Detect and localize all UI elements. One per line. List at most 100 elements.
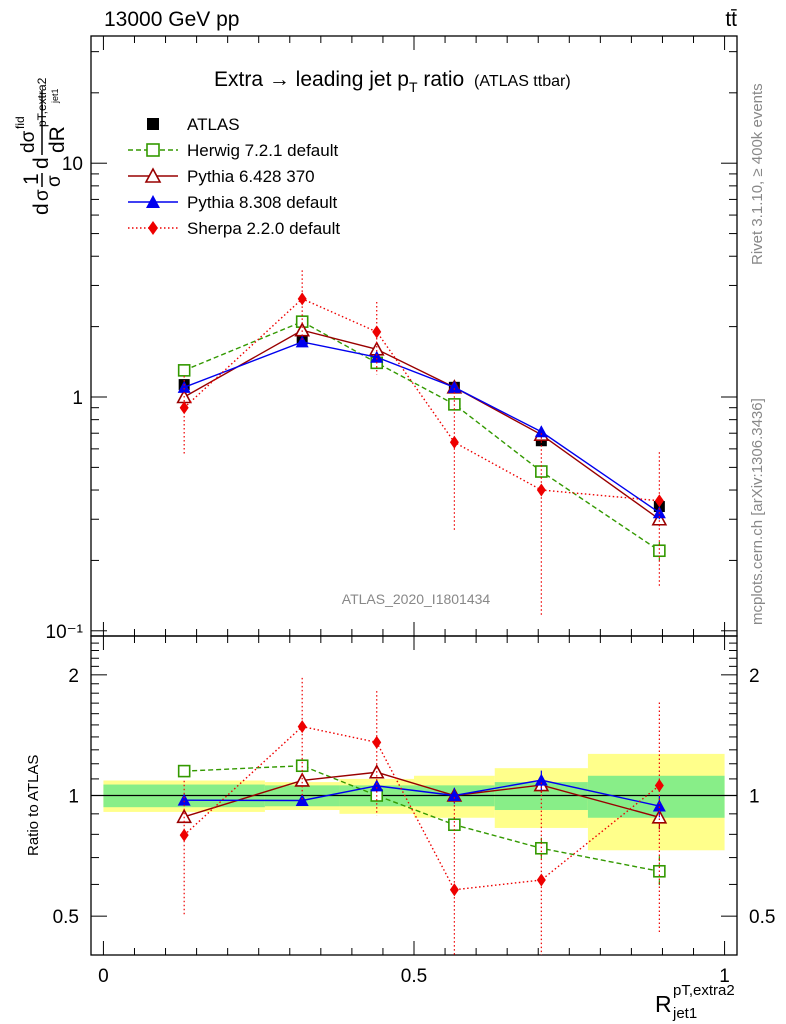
x-tick-label: 1 (719, 966, 730, 987)
data-point (177, 764, 191, 778)
svg-text:1: 1 (20, 173, 43, 185)
svg-text:d: d (30, 203, 53, 215)
data-point (177, 364, 191, 377)
data-point (177, 793, 191, 806)
data-point (297, 292, 307, 306)
y-axis-label-ratio: Ratio to ATLAS (25, 755, 42, 856)
legend-marker (147, 118, 159, 130)
legend-marker (146, 195, 160, 208)
x-axis-label-main: R (655, 991, 672, 1017)
data-point (179, 828, 189, 842)
legend-marker (144, 167, 162, 183)
plot-title: Extra → leading jet pT ratio (ATLAS ttba… (214, 68, 571, 95)
legend-label: Pythia 8.308 default (187, 193, 338, 212)
legend-marker (148, 221, 158, 235)
y-tick-label-right: 2 (749, 666, 760, 687)
y-tick-label: 1 (72, 388, 83, 409)
mcplots-label: mcplots.cern.ch [arXiv:1306.3436] (749, 398, 766, 625)
y-tick-label: 10 (62, 154, 83, 175)
svg-text:σ: σ (32, 189, 53, 201)
rivet-version-label: Rivet 3.1.10, ≥ 400k events (749, 83, 766, 265)
data-point (536, 483, 546, 497)
svg-text:fid: fid (13, 116, 27, 129)
y-tick-label: 0.5 (53, 907, 79, 928)
title-suffix: ratio (418, 68, 465, 91)
legend-marker (146, 143, 160, 157)
data-point (448, 818, 461, 832)
y-tick-label-right: 1 (749, 787, 760, 808)
legend-label: ATLAS (187, 115, 240, 134)
series-line (183, 297, 660, 502)
data-point (535, 465, 548, 478)
svg-text:Extra → leading jet pT ratio: Extra → leading jet pT ratio (ATLAS ttba… (214, 68, 571, 95)
data-point (447, 789, 461, 801)
series-line (183, 341, 660, 514)
title-note: (ATLAS ttbar) (474, 73, 571, 90)
data-point (179, 401, 189, 415)
y-tick-label: 2 (68, 666, 79, 687)
svg-text:dR: dR (46, 126, 69, 153)
y-axis-label-main: d σ 1 σ d dσ fid dR pT,extra2 jet1 (13, 77, 69, 215)
series-herwig-7-2-1-default (177, 315, 666, 561)
analysis-watermark: ATLAS_2020_I1801434 (342, 591, 491, 607)
header-collision-label: 13000 GeV pp (104, 8, 239, 31)
series-pythia-6-428-370 (176, 322, 668, 527)
data-point (447, 380, 461, 393)
header-process-label: tt̄ (725, 8, 737, 31)
data-point (536, 873, 546, 887)
series-pythia-8-308-default (177, 335, 666, 520)
svg-text:pT,extra2: pT,extra2 (35, 77, 49, 127)
svg-text:σ: σ (44, 175, 65, 187)
x-tick-label: 0 (98, 966, 109, 987)
data-point (176, 808, 193, 824)
data-point (372, 325, 382, 339)
series-line (184, 765, 660, 872)
data-point (654, 779, 664, 793)
legend-entry: Pythia 6.428 370 (128, 167, 315, 186)
series-pythia-8-308-default (177, 770, 666, 818)
x-axis-label: R pT,extra2 jet1 (655, 982, 735, 1022)
y-tick-label: 10⁻¹ (46, 622, 84, 643)
data-point (370, 779, 384, 792)
data-point (297, 720, 307, 734)
legend-entry: Pythia 8.308 default (128, 193, 338, 212)
x-tick-label: 0.5 (401, 966, 427, 987)
series-line (183, 771, 660, 818)
legend-entry: Herwig 7.2.1 default (128, 141, 338, 160)
svg-text:jet1: jet1 (50, 88, 60, 104)
data-point (534, 425, 548, 438)
data-point (449, 883, 459, 897)
legend-label: Sherpa 2.2.0 default (187, 219, 340, 238)
series-line (183, 329, 660, 520)
data-point (653, 544, 666, 558)
series-sherpa-2-2-0-default (179, 270, 664, 617)
data-point (295, 793, 309, 806)
data-point (654, 494, 664, 508)
legend-entry: Sherpa 2.2.0 default (128, 219, 340, 238)
ratio-panel: 0 0.5 1 0.5 0.5 1 1 2 2 (53, 635, 775, 987)
series-line (184, 779, 660, 807)
data-point (534, 773, 548, 786)
svg-text:d: d (30, 157, 53, 169)
series-atlas (178, 333, 665, 513)
series-line (183, 320, 660, 552)
y-tick-label-right: 0.5 (749, 907, 775, 928)
data-point (295, 335, 309, 348)
data-point (177, 380, 191, 393)
x-axis-label-sup: pT,extra2 (673, 982, 735, 999)
title-subscript: T (409, 79, 418, 95)
uncertainty-bands (103, 753, 725, 851)
y-tick-label: 1 (68, 787, 79, 808)
legend-label: Pythia 6.428 370 (187, 167, 315, 186)
data-point (652, 799, 666, 812)
legend-label: Herwig 7.2.1 default (187, 141, 338, 160)
title-main: Extra → leading jet p (214, 68, 409, 91)
main-panel: 10⁻¹ 1 10 (46, 35, 738, 955)
legend: ATLAS Herwig 7.2.1 default Pythia 6.428 37… (128, 115, 340, 238)
data-point (449, 435, 459, 449)
svg-text:dσ: dσ (18, 130, 39, 153)
x-axis-label-sub: jet1 (672, 1005, 697, 1022)
data-point (652, 506, 666, 519)
data-point (535, 841, 548, 855)
